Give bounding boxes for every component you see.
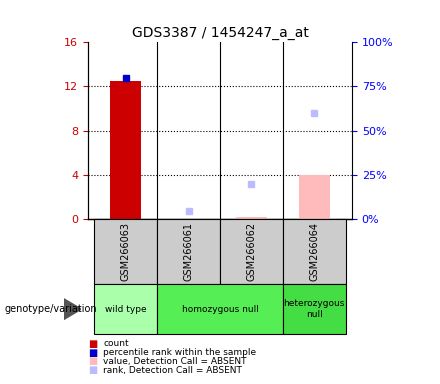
Text: ■: ■ <box>88 339 97 349</box>
Bar <box>94 219 157 284</box>
Text: heterozygous
null: heterozygous null <box>284 300 345 319</box>
Text: homozygous null: homozygous null <box>182 305 258 314</box>
Title: GDS3387 / 1454247_a_at: GDS3387 / 1454247_a_at <box>132 26 308 40</box>
Text: GSM266064: GSM266064 <box>309 222 319 281</box>
Text: GSM266062: GSM266062 <box>246 222 257 281</box>
Bar <box>283 284 346 334</box>
Text: value, Detection Call = ABSENT: value, Detection Call = ABSENT <box>103 357 247 366</box>
Text: ■: ■ <box>88 348 97 358</box>
Text: ■: ■ <box>88 356 97 366</box>
Bar <box>110 81 141 219</box>
Text: percentile rank within the sample: percentile rank within the sample <box>103 348 257 357</box>
Text: GSM266063: GSM266063 <box>121 222 131 281</box>
Polygon shape <box>64 299 81 319</box>
Bar <box>283 219 346 284</box>
Text: ■: ■ <box>88 365 97 375</box>
Bar <box>94 284 157 334</box>
Text: GSM266061: GSM266061 <box>183 222 194 281</box>
Bar <box>220 219 283 284</box>
Text: count: count <box>103 339 129 348</box>
Bar <box>299 175 330 219</box>
Text: genotype/variation: genotype/variation <box>4 304 97 314</box>
Bar <box>157 219 220 284</box>
Text: wild type: wild type <box>105 305 147 314</box>
Bar <box>236 217 267 219</box>
Text: rank, Detection Call = ABSENT: rank, Detection Call = ABSENT <box>103 366 242 375</box>
Bar <box>157 284 283 334</box>
